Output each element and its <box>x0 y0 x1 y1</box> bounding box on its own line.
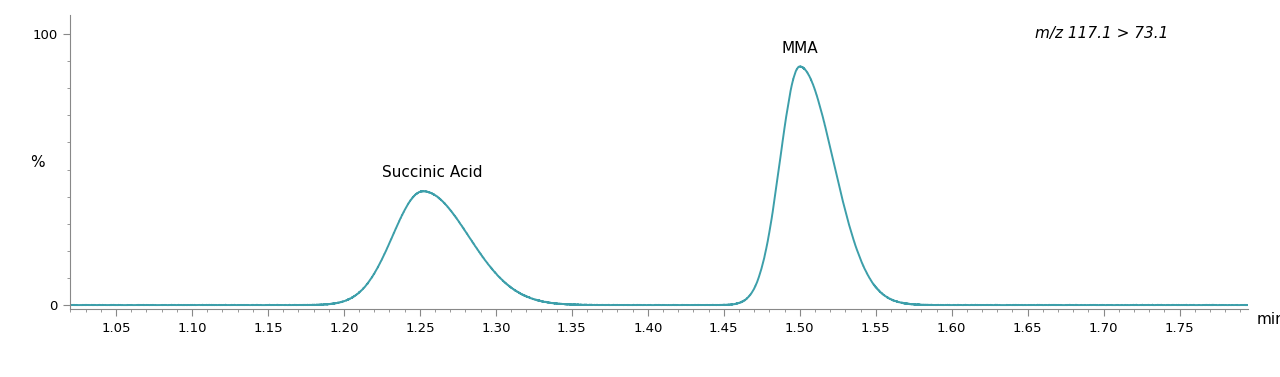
Text: Succinic Acid: Succinic Acid <box>381 166 483 181</box>
Text: m/z 117.1 > 73.1: m/z 117.1 > 73.1 <box>1036 26 1169 41</box>
Y-axis label: %: % <box>31 155 45 170</box>
Text: min: min <box>1257 312 1280 327</box>
Text: MMA: MMA <box>781 41 818 56</box>
